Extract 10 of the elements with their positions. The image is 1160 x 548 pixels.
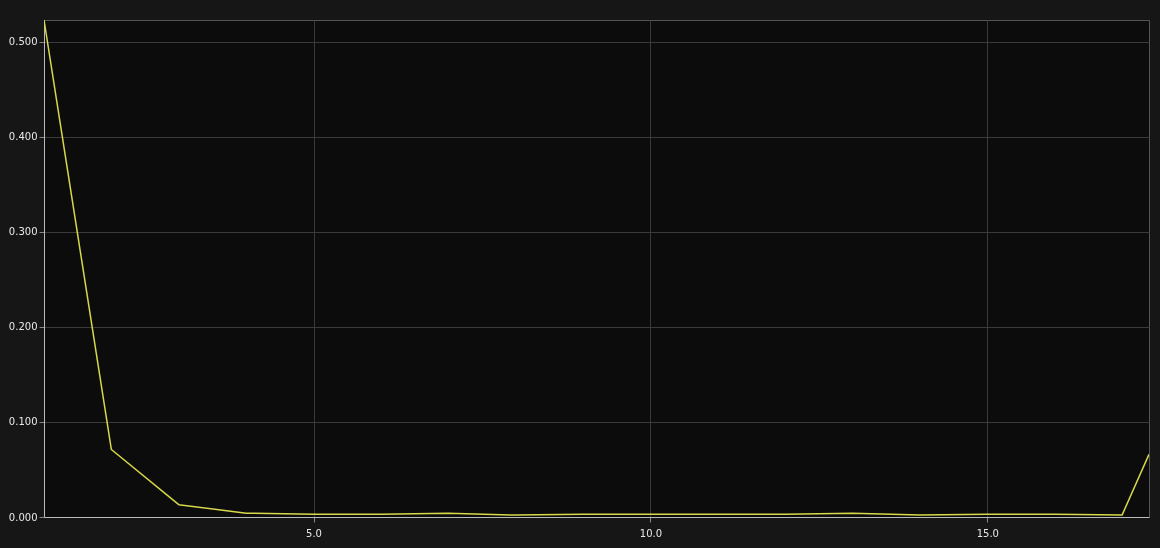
- y-tick-label: 0.500: [8, 36, 38, 48]
- y-tick-label: 0.200: [8, 321, 38, 333]
- y-tick-label: 0.000: [8, 511, 38, 523]
- x-tick-label: 10.0: [639, 527, 663, 539]
- y-tick-label: 0.300: [8, 226, 38, 238]
- y-tick-label: 0.100: [8, 416, 38, 428]
- line-series: [44, 20, 1149, 516]
- y-tick-label: 0.400: [8, 131, 38, 143]
- x-tick-label: 15.0: [976, 527, 999, 539]
- x-tick-label: 5.0: [306, 527, 322, 539]
